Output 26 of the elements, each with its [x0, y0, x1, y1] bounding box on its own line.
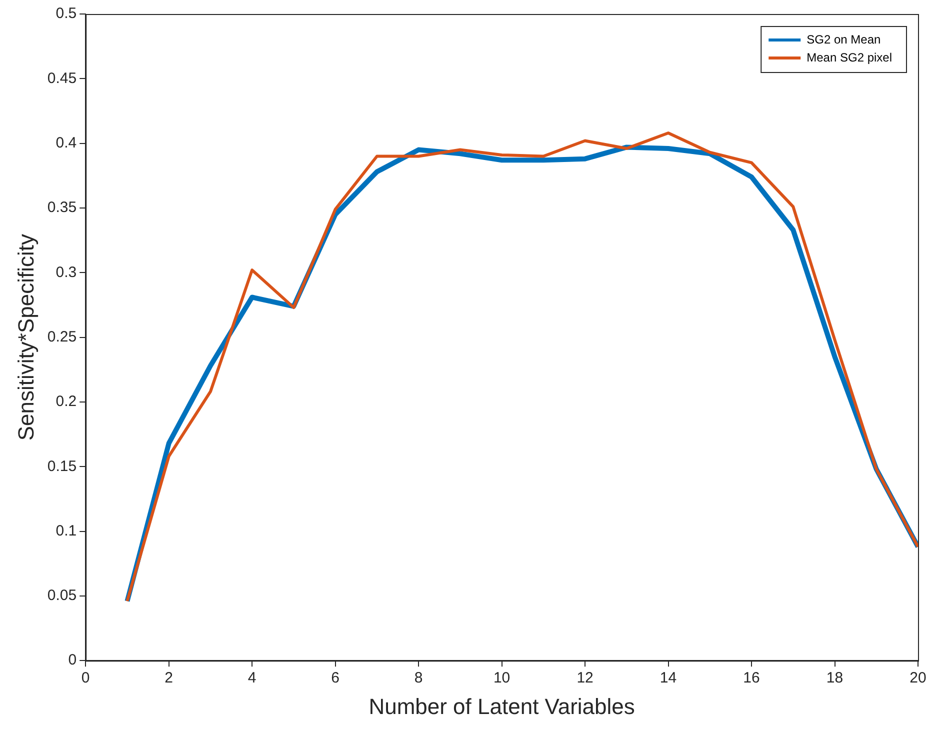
- y-tick-label: 0.05: [47, 587, 77, 604]
- x-tick-label: 14: [660, 670, 677, 687]
- y-tick-label: 0: [68, 652, 77, 669]
- x-tick-label: 20: [910, 670, 926, 687]
- y-tick-label: 0.25: [47, 328, 77, 346]
- y-tick-label: 0.15: [47, 458, 77, 475]
- y-tick-label: 0.3: [56, 264, 77, 281]
- x-tick-label: 16: [743, 670, 760, 687]
- x-tick-label: 8: [414, 670, 423, 687]
- x-tick-label: 12: [576, 670, 594, 687]
- y-tick-label: 0.4: [56, 134, 77, 152]
- y-tick-label: 0.1: [56, 522, 77, 540]
- x-tick-label: 6: [331, 670, 340, 687]
- x-tick-label: 2: [164, 670, 174, 687]
- legend-label: Mean SG2 pixel: [806, 50, 892, 64]
- y-tick-label: 0.45: [47, 70, 77, 87]
- legend-label: SG2 on Mean: [806, 32, 881, 46]
- x-tick-label: 0: [81, 670, 90, 687]
- y-tick-label: 0.5: [56, 5, 77, 22]
- x-axis-title: Number of Latent Variables: [368, 694, 635, 719]
- y-tick-label: 0.2: [56, 393, 77, 410]
- x-tick-label: 18: [826, 670, 844, 687]
- x-tick-label: 4: [248, 670, 256, 687]
- y-axis-title: Sensitivity*Specificity: [13, 234, 38, 441]
- x-tick-label: 10: [493, 670, 510, 687]
- y-tick-label: 0.35: [47, 199, 77, 216]
